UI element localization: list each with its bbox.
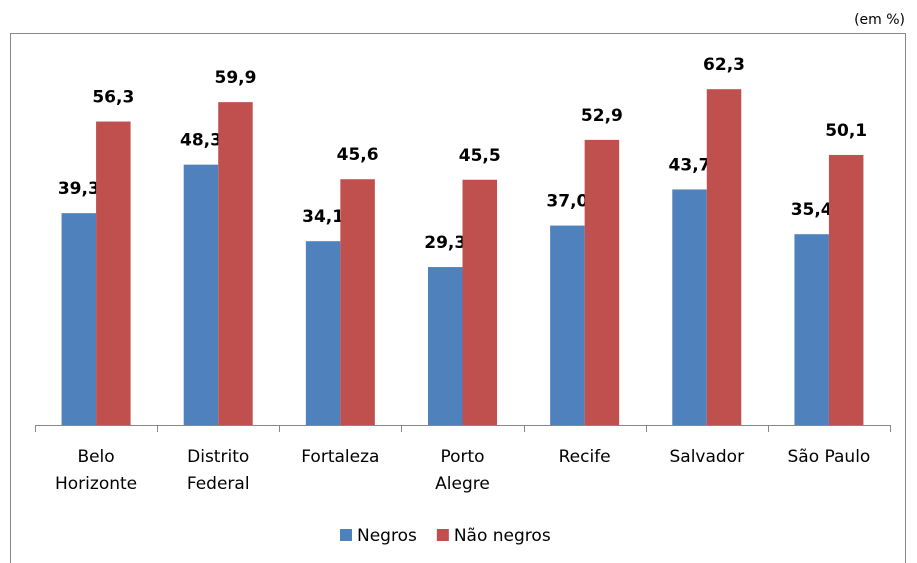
bar (305, 241, 341, 425)
bar (828, 154, 864, 425)
data-label: 59,9 (214, 68, 256, 88)
unit-note: (em %) (854, 12, 905, 28)
x-tick-label: São Paulo (787, 447, 871, 467)
data-label: 52,9 (581, 106, 623, 126)
data-label: 50,1 (825, 121, 867, 141)
bar (794, 234, 829, 425)
data-label: 35,4 (791, 200, 833, 220)
x-tick-label: Porto Alegre (435, 447, 490, 494)
bar (428, 267, 463, 425)
legend-swatch (340, 529, 352, 541)
chart-frame (10, 33, 906, 563)
legend-label: Não negros (454, 526, 551, 546)
data-label: 56,3 (92, 88, 134, 108)
data-label: 29,3 (424, 233, 466, 253)
bar (96, 121, 131, 425)
x-tick-label: Belo Horizonte (55, 447, 138, 494)
legend-swatch (436, 529, 449, 541)
bar (183, 164, 219, 425)
x-tick-label: Distrito Federal (186, 447, 250, 494)
bar (218, 102, 253, 425)
bar (550, 225, 585, 425)
data-label: 37,0 (546, 192, 588, 212)
bar (462, 179, 497, 425)
data-label: 45,5 (459, 146, 501, 166)
x-tick-label: Recife (558, 447, 611, 467)
data-label: 45,6 (337, 145, 379, 165)
bar (61, 213, 97, 425)
x-tick-label: Fortaleza (301, 447, 380, 467)
data-label: 43,7 (669, 155, 711, 175)
x-tick-label: Salvador (669, 447, 745, 467)
legend-label: Negros (357, 526, 417, 546)
bar (706, 89, 742, 425)
bar (340, 179, 375, 425)
bar (584, 139, 620, 425)
data-label: 48,3 (180, 131, 222, 151)
data-label: 34,1 (302, 207, 344, 227)
bar (672, 189, 707, 425)
data-label: 62,3 (703, 55, 745, 75)
data-label: 39,3 (58, 179, 100, 199)
